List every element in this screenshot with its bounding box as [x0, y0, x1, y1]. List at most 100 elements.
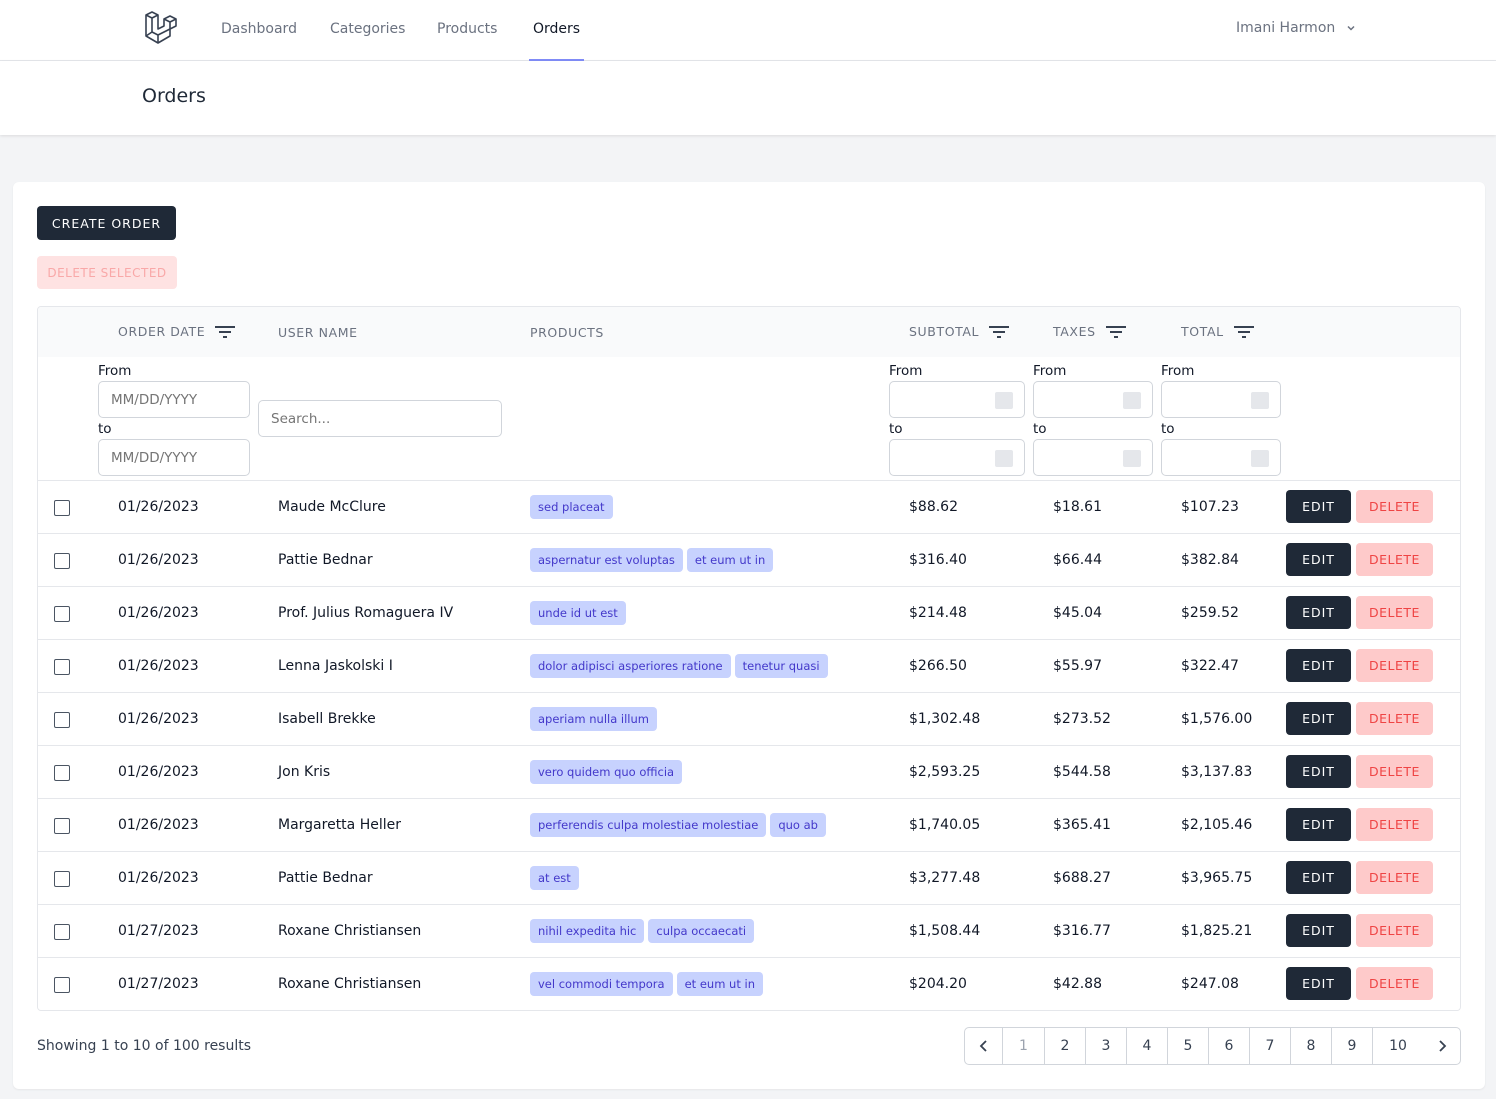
table-row: 01/26/2023 Lenna Jaskolski I dolor adipisc… — [38, 640, 1460, 693]
product-tags: aperiam nulla illum — [530, 707, 657, 731]
product-tags: aspernatur est voluptas et eum ut in — [530, 548, 774, 572]
row-checkbox[interactable] — [54, 765, 70, 781]
date-to-input[interactable] — [98, 439, 250, 476]
edit-button[interactable]: EDIT — [1286, 543, 1351, 576]
delete-button[interactable]: DELETE — [1356, 490, 1433, 523]
col-order-date[interactable]: ORDER DATE — [118, 324, 236, 339]
page-button-7[interactable]: 7 — [1250, 1028, 1291, 1064]
order-date: 01/26/2023 — [118, 658, 199, 674]
total: $2,105.46 — [1181, 817, 1253, 833]
row-checkbox[interactable] — [54, 818, 70, 834]
user-name: Imani Harmon — [1236, 20, 1336, 36]
product-tags: perferendis culpa molestiae molestiae quo… — [530, 813, 826, 837]
delete-button[interactable]: DELETE — [1356, 808, 1433, 841]
edit-button[interactable]: EDIT — [1286, 861, 1351, 894]
edit-button[interactable]: EDIT — [1286, 596, 1351, 629]
spinner-icon[interactable] — [1123, 392, 1141, 409]
spinner-icon[interactable] — [1123, 450, 1141, 467]
subtotal: $3,277.48 — [909, 870, 981, 886]
product-tags: vel commodi tempora et eum ut in — [530, 972, 763, 996]
total: $3,965.75 — [1181, 870, 1253, 886]
user-name: Isabell Brekke — [278, 711, 376, 727]
page-button-6[interactable]: 6 — [1209, 1028, 1250, 1064]
row-checkbox[interactable] — [54, 871, 70, 887]
col-total[interactable]: TOTAL — [1181, 324, 1255, 339]
user-menu[interactable]: Imani Harmon — [1236, 0, 1356, 58]
row-checkbox[interactable] — [54, 553, 70, 569]
col-subtotal[interactable]: SUBTOTAL — [909, 324, 1010, 339]
taxes-to-input[interactable] — [1033, 439, 1153, 476]
edit-button[interactable]: EDIT — [1286, 702, 1351, 735]
subtotal-to-input[interactable] — [889, 439, 1025, 476]
page-button-4[interactable]: 4 — [1127, 1028, 1168, 1064]
page-button-9[interactable]: 9 — [1332, 1028, 1373, 1064]
page-button-3[interactable]: 3 — [1086, 1028, 1127, 1064]
create-order-button[interactable]: CREATE ORDER — [37, 206, 176, 240]
nav-dashboard[interactable]: Dashboard — [221, 21, 297, 37]
delete-button[interactable]: DELETE — [1356, 649, 1433, 682]
row-checkbox[interactable] — [54, 977, 70, 993]
product-tag: tenetur quasi — [734, 654, 828, 678]
page-button-8[interactable]: 8 — [1291, 1028, 1332, 1064]
taxes: $544.58 — [1053, 764, 1111, 780]
prev-page-button[interactable] — [965, 1028, 1003, 1064]
page-button-1[interactable]: 1 — [1003, 1028, 1045, 1064]
delete-button[interactable]: DELETE — [1356, 967, 1433, 1000]
total: $259.52 — [1181, 605, 1239, 621]
filter-icon[interactable] — [214, 325, 236, 339]
table-row: 01/26/2023 Maude McClure sed placeat $88.62… — [38, 481, 1460, 534]
product-tag: et eum ut in — [686, 548, 774, 572]
laravel-logo-icon[interactable] — [142, 10, 178, 46]
total-from-input[interactable] — [1161, 381, 1281, 418]
order-date: 01/27/2023 — [118, 923, 199, 939]
taxes-from-input[interactable] — [1033, 381, 1153, 418]
nav-orders[interactable]: Orders — [529, 0, 585, 61]
edit-button[interactable]: EDIT — [1286, 914, 1351, 947]
next-page-button[interactable] — [1423, 1028, 1460, 1064]
subtotal-from-input[interactable] — [889, 381, 1025, 418]
edit-button[interactable]: EDIT — [1286, 490, 1351, 523]
page-button-5[interactable]: 5 — [1168, 1028, 1209, 1064]
edit-button[interactable]: EDIT — [1286, 649, 1351, 682]
edit-button[interactable]: EDIT — [1286, 755, 1351, 788]
delete-selected-button[interactable]: DELETE SELECTED — [37, 256, 177, 289]
user-search-input[interactable] — [258, 400, 502, 437]
delete-button[interactable]: DELETE — [1356, 543, 1433, 576]
row-checkbox[interactable] — [54, 924, 70, 940]
edit-button[interactable]: EDIT — [1286, 967, 1351, 1000]
subtotal: $316.40 — [909, 552, 967, 568]
total: $382.84 — [1181, 552, 1239, 568]
delete-button[interactable]: DELETE — [1356, 861, 1433, 894]
total-to-input[interactable] — [1161, 439, 1281, 476]
total: $3,137.83 — [1181, 764, 1253, 780]
spinner-icon[interactable] — [995, 450, 1013, 467]
delete-button[interactable]: DELETE — [1356, 702, 1433, 735]
nav-products[interactable]: Products — [437, 21, 498, 37]
row-checkbox[interactable] — [54, 659, 70, 675]
taxes: $688.27 — [1053, 870, 1111, 886]
spinner-icon[interactable] — [995, 392, 1013, 409]
filter-icon[interactable] — [1233, 325, 1255, 339]
delete-button[interactable]: DELETE — [1356, 755, 1433, 788]
table-row: 01/26/2023 Margaretta Heller perferendis c… — [38, 799, 1460, 852]
row-checkbox[interactable] — [54, 606, 70, 622]
page-button-10[interactable]: 10 — [1389, 1038, 1407, 1054]
product-tags: vero quidem quo officia — [530, 760, 683, 784]
filter-icon[interactable] — [988, 325, 1010, 339]
product-tags: unde id ut est — [530, 601, 626, 625]
spinner-icon[interactable] — [1251, 392, 1269, 409]
filter-icon[interactable] — [1105, 325, 1127, 339]
row-checkbox[interactable] — [54, 500, 70, 516]
delete-button[interactable]: DELETE — [1356, 914, 1433, 947]
edit-button[interactable]: EDIT — [1286, 808, 1351, 841]
nav-categories[interactable]: Categories — [330, 21, 406, 37]
col-taxes[interactable]: TAXES — [1053, 324, 1127, 339]
subtotal: $204.20 — [909, 976, 967, 992]
spinner-icon[interactable] — [1251, 450, 1269, 467]
page-button-2[interactable]: 2 — [1045, 1028, 1086, 1064]
row-checkbox[interactable] — [54, 712, 70, 728]
date-from-input[interactable] — [98, 381, 250, 418]
delete-button[interactable]: DELETE — [1356, 596, 1433, 629]
product-tags: nihil expedita hic culpa occaecati — [530, 919, 755, 943]
taxes: $45.04 — [1053, 605, 1102, 621]
